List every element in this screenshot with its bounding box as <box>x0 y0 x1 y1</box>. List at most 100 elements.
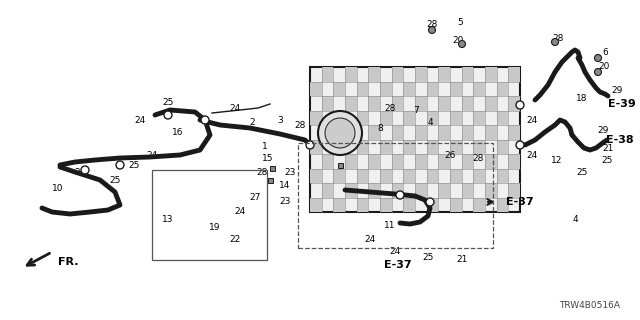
Bar <box>345 154 356 169</box>
Bar <box>485 154 497 169</box>
Bar <box>438 154 450 169</box>
Bar <box>369 154 380 169</box>
Text: 15: 15 <box>262 154 274 163</box>
Text: 11: 11 <box>384 220 396 229</box>
Bar <box>427 82 438 96</box>
Bar <box>322 154 333 169</box>
Bar <box>403 82 415 96</box>
Text: 24: 24 <box>147 150 157 159</box>
Bar <box>356 197 369 212</box>
Bar <box>450 169 461 183</box>
Bar <box>415 154 427 169</box>
Bar <box>438 125 450 140</box>
Bar <box>450 82 461 96</box>
Bar <box>380 82 392 96</box>
Bar <box>403 197 415 212</box>
Circle shape <box>325 118 355 148</box>
Bar <box>380 197 392 212</box>
Bar <box>450 140 461 154</box>
Text: 25: 25 <box>163 98 173 107</box>
Bar <box>461 125 474 140</box>
Bar <box>345 183 356 197</box>
Text: 10: 10 <box>52 183 64 193</box>
Text: 24: 24 <box>389 247 401 257</box>
Bar <box>474 169 485 183</box>
Bar <box>392 154 403 169</box>
Bar <box>450 197 461 212</box>
Text: 5: 5 <box>457 18 463 27</box>
Circle shape <box>164 111 172 119</box>
Circle shape <box>396 191 404 199</box>
Bar <box>403 110 415 125</box>
Bar <box>485 125 497 140</box>
Circle shape <box>458 41 465 47</box>
Text: 25: 25 <box>128 161 140 170</box>
Bar <box>369 183 380 197</box>
Bar <box>427 197 438 212</box>
Text: 12: 12 <box>551 156 563 164</box>
Bar <box>415 67 427 82</box>
Bar <box>427 140 438 154</box>
Bar <box>322 67 333 82</box>
Bar <box>152 170 267 260</box>
Text: 24: 24 <box>364 236 376 244</box>
Text: 24: 24 <box>229 103 241 113</box>
Circle shape <box>81 166 89 174</box>
Bar <box>298 143 493 248</box>
Bar <box>333 169 345 183</box>
Bar <box>508 96 520 110</box>
Bar <box>508 154 520 169</box>
Bar <box>485 183 497 197</box>
Bar <box>333 197 345 212</box>
Bar <box>427 169 438 183</box>
Text: 24: 24 <box>134 116 146 124</box>
Bar <box>392 96 403 110</box>
Text: 8: 8 <box>377 124 383 132</box>
Text: 24: 24 <box>526 150 538 159</box>
Text: 24: 24 <box>234 207 246 217</box>
Bar <box>392 67 403 82</box>
Bar <box>497 197 508 212</box>
Bar <box>403 140 415 154</box>
Text: 24: 24 <box>526 116 538 124</box>
Text: E-38: E-38 <box>606 135 634 145</box>
Bar <box>474 82 485 96</box>
Bar <box>380 169 392 183</box>
Bar <box>438 67 450 82</box>
Text: 21: 21 <box>456 255 468 265</box>
Bar <box>427 110 438 125</box>
Bar <box>345 96 356 110</box>
Text: 2: 2 <box>249 117 255 126</box>
Text: 20: 20 <box>452 36 464 44</box>
Text: 23: 23 <box>284 167 296 177</box>
Bar <box>474 110 485 125</box>
Text: 28: 28 <box>552 34 564 43</box>
Bar <box>461 183 474 197</box>
Circle shape <box>426 198 434 206</box>
Circle shape <box>306 141 314 149</box>
Text: 25: 25 <box>576 167 588 177</box>
Text: 3: 3 <box>277 116 283 124</box>
Bar <box>485 67 497 82</box>
Circle shape <box>552 38 559 45</box>
Circle shape <box>116 161 124 169</box>
Bar <box>310 197 322 212</box>
Bar <box>380 140 392 154</box>
Bar <box>310 169 322 183</box>
Text: 28: 28 <box>472 154 484 163</box>
Bar <box>461 67 474 82</box>
Bar <box>474 197 485 212</box>
Text: E-39: E-39 <box>608 99 636 109</box>
Bar <box>403 169 415 183</box>
Bar <box>310 110 322 125</box>
Bar <box>415 96 427 110</box>
Text: 18: 18 <box>576 93 588 102</box>
Text: 29: 29 <box>597 125 609 134</box>
Circle shape <box>201 116 209 124</box>
Text: 26: 26 <box>444 150 456 159</box>
Text: 28: 28 <box>384 103 396 113</box>
Bar <box>268 178 273 182</box>
Bar <box>392 125 403 140</box>
Bar <box>310 140 322 154</box>
Bar <box>356 169 369 183</box>
